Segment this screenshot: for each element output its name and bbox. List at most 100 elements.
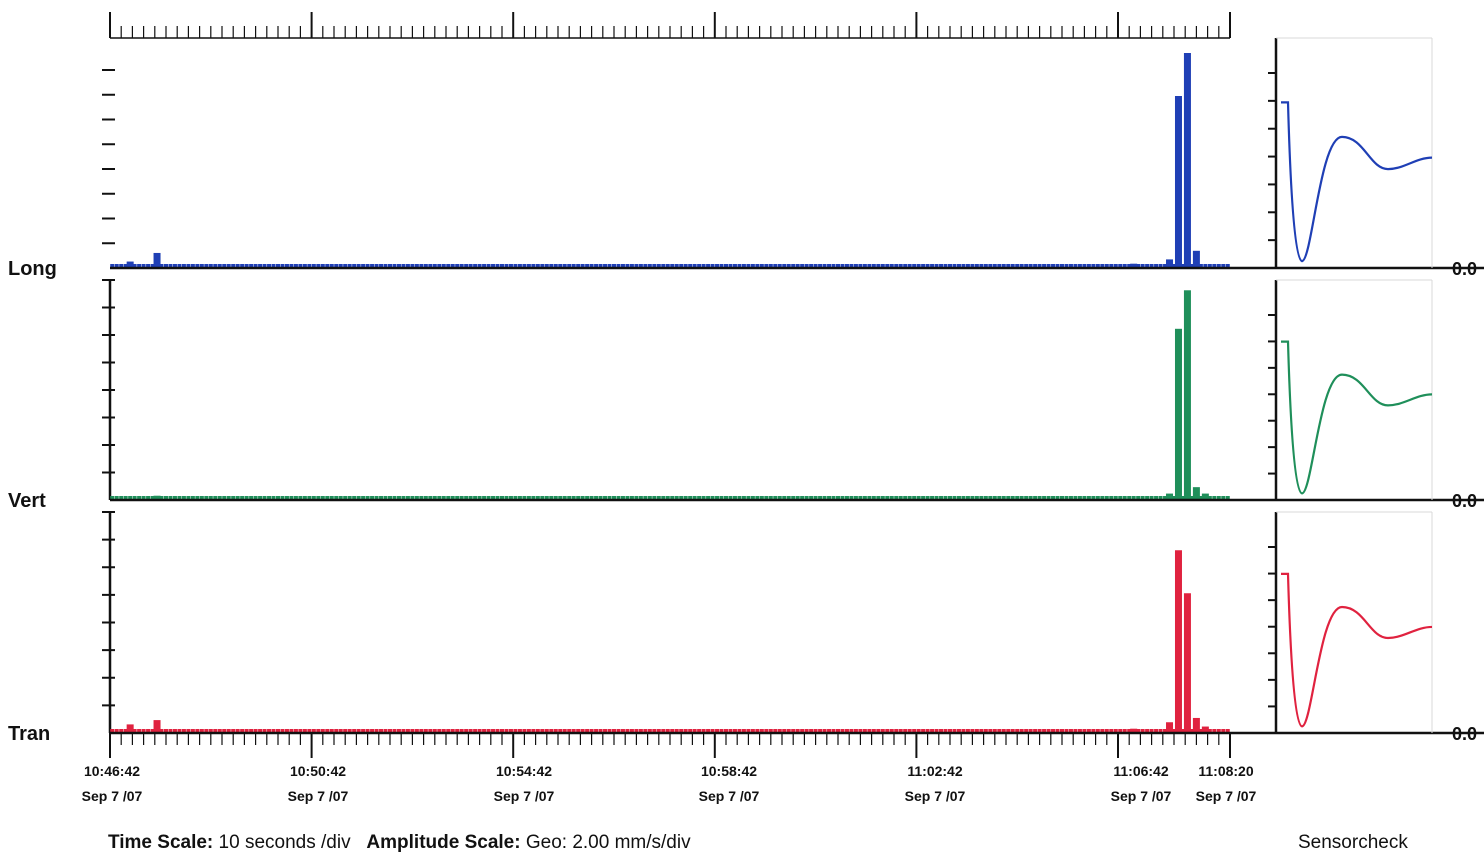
baseline-bar [137, 496, 142, 500]
baseline-bar [706, 729, 711, 733]
baseline-bar [553, 496, 558, 500]
baseline-bar [728, 496, 733, 500]
baseline-bar [585, 264, 590, 268]
baseline-bar [965, 729, 970, 733]
baseline-bar [777, 496, 782, 500]
baseline-bar [1051, 729, 1056, 733]
baseline-bar [1024, 496, 1029, 500]
baseline-bar [571, 264, 576, 268]
baseline-bar [379, 496, 384, 500]
baseline-bar [598, 264, 603, 268]
baseline-bar [517, 729, 522, 733]
baseline-bar [302, 729, 307, 733]
baseline-bar [948, 496, 952, 500]
date-tick-label: Sep 7 /07 [1196, 788, 1257, 804]
baseline-bar [455, 729, 460, 733]
baseline-bar [1212, 729, 1217, 733]
baseline-bar [634, 729, 639, 733]
baseline-bar [195, 729, 200, 733]
baseline-bar [141, 496, 146, 500]
baseline-bar [392, 729, 397, 733]
baseline-bar [410, 264, 415, 268]
baseline-bar [1042, 264, 1047, 268]
baseline-bar [724, 496, 728, 500]
baseline-bar [647, 729, 652, 733]
baseline-bar [419, 496, 424, 500]
baseline-bar [168, 264, 173, 268]
baseline-bar [159, 264, 164, 268]
baseline-bar [262, 264, 267, 268]
baseline-bar [1091, 496, 1096, 500]
baseline-bar [804, 729, 809, 733]
baseline-bar [347, 264, 352, 268]
baseline-bar [419, 729, 424, 733]
baseline-bar [280, 264, 285, 268]
baseline-bar [943, 496, 948, 500]
baseline-bar [692, 729, 697, 733]
baseline-bar [298, 264, 303, 268]
baseline-bar [616, 729, 621, 733]
zero-label: 0.0 [1452, 491, 1477, 511]
baseline-bar [956, 496, 961, 500]
baseline-bar [504, 264, 509, 268]
baseline-bar [477, 729, 482, 733]
baseline-bar [1100, 729, 1105, 733]
baseline-bar [477, 496, 482, 500]
baseline-bar [1122, 496, 1127, 500]
baseline-bar [231, 729, 236, 733]
baseline-bar [338, 729, 343, 733]
baseline-bar [567, 729, 572, 733]
baseline-bar [1198, 496, 1203, 500]
baseline-bar [777, 729, 782, 733]
baseline-bar [979, 264, 984, 268]
baseline-bar [983, 729, 988, 733]
baseline-bar [844, 729, 849, 733]
baseline-bar [755, 496, 760, 500]
baseline-bar [361, 496, 366, 500]
baseline-bar [1104, 729, 1109, 733]
baseline-bar [692, 264, 697, 268]
baseline-bar [374, 496, 379, 500]
baseline-bar [670, 496, 675, 500]
baseline-bar [786, 729, 791, 733]
baseline-bar [746, 729, 751, 733]
baseline-bar [853, 729, 858, 733]
baseline-bar [1122, 729, 1127, 733]
baseline-bar [728, 264, 733, 268]
baseline-bar [939, 496, 944, 500]
baseline-bar [226, 729, 231, 733]
baseline-bar [405, 496, 410, 500]
baseline-bar [338, 496, 343, 500]
baseline-bar [450, 496, 455, 500]
baseline-bar [1010, 496, 1015, 500]
baseline-bar [343, 264, 348, 268]
baseline-bar [437, 496, 442, 500]
baseline-bar [352, 729, 357, 733]
baseline-bar [267, 496, 272, 500]
baseline-bar [1073, 264, 1078, 268]
peak-bar [1174, 550, 1182, 733]
baseline-bar [679, 729, 684, 733]
baseline-bar [249, 729, 254, 733]
baseline-bar [997, 264, 1002, 268]
baseline-bar [930, 496, 935, 500]
baseline-bar [952, 496, 957, 500]
baseline-bar [728, 729, 733, 733]
baseline-bar [414, 264, 419, 268]
baseline-bar [795, 496, 800, 500]
baseline-bar [791, 264, 796, 268]
baseline-bar [517, 496, 522, 500]
baseline-bar [1154, 264, 1159, 268]
baseline-bar [1068, 264, 1073, 268]
baseline-bar [464, 729, 469, 733]
channel-vert: Vert 0.0 [8, 279, 1484, 512]
baseline-bar [638, 729, 643, 733]
baseline-bar [831, 729, 836, 733]
baseline-bar [880, 264, 885, 268]
baseline-bar [898, 264, 903, 268]
baseline-bar [804, 264, 809, 268]
baseline-bar [629, 264, 634, 268]
baseline-bar [553, 264, 558, 268]
zero-label: 0.0 [1452, 259, 1477, 279]
baseline-bar [970, 729, 975, 733]
